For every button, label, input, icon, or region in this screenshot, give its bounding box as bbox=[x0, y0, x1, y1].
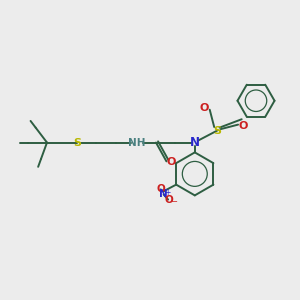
Text: −: − bbox=[170, 197, 177, 206]
Text: NH: NH bbox=[128, 137, 145, 148]
Text: N: N bbox=[190, 136, 200, 149]
Text: +: + bbox=[164, 188, 170, 197]
Text: O: O bbox=[156, 184, 165, 194]
Text: O: O bbox=[239, 121, 248, 131]
Text: O: O bbox=[200, 103, 209, 113]
Text: S: S bbox=[73, 137, 81, 148]
Text: N: N bbox=[159, 190, 168, 200]
Text: O: O bbox=[165, 196, 173, 206]
Text: O: O bbox=[167, 157, 176, 167]
Text: S: S bbox=[213, 126, 221, 136]
